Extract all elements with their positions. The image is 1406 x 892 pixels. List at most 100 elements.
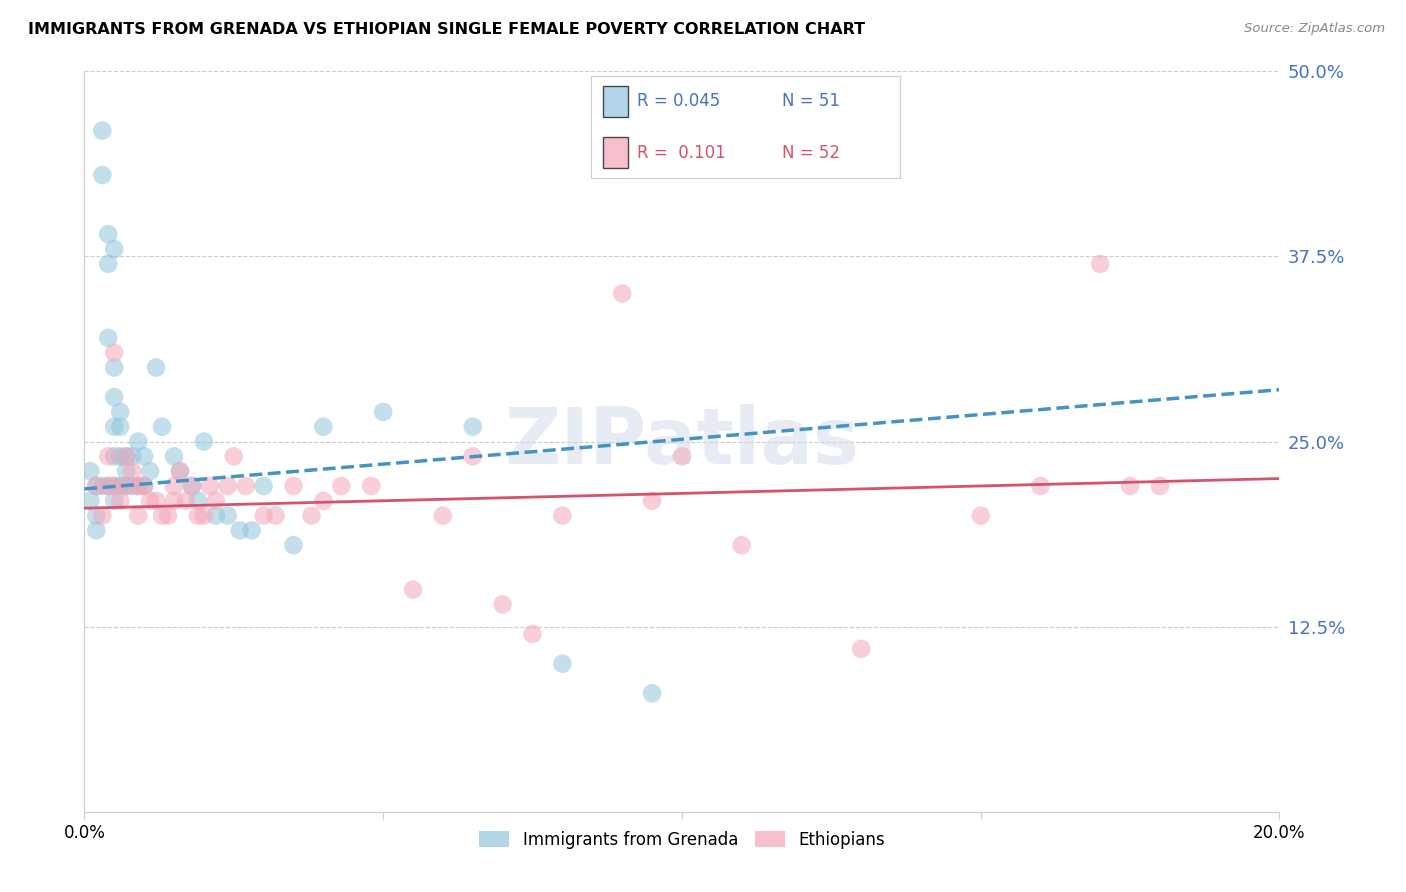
Point (163, 479, 186, 493)
Point (253, 508, 276, 523)
Point (492, 598, 515, 612)
Point (139, 464, 162, 478)
Point (86, 479, 108, 493)
Point (145, 493, 167, 508)
Point (174, 493, 197, 508)
Point (301, 508, 323, 523)
Point (1119, 479, 1142, 493)
Point (121, 479, 143, 493)
Point (132, 450, 156, 464)
Point (283, 479, 305, 493)
Text: R =  0.101: R = 0.101 (637, 144, 725, 161)
Point (1090, 257, 1112, 271)
Point (110, 405, 132, 419)
Point (283, 538, 305, 552)
Point (222, 450, 245, 464)
Point (127, 479, 149, 493)
Point (103, 242, 125, 256)
Point (1029, 479, 1052, 493)
Point (115, 450, 138, 464)
Point (103, 450, 125, 464)
Point (641, 493, 664, 508)
Point (110, 479, 132, 493)
Point (115, 464, 138, 478)
FancyBboxPatch shape (603, 87, 627, 117)
Point (612, 286, 634, 301)
Point (312, 493, 335, 508)
Point (97, 257, 120, 271)
Text: N = 51: N = 51 (782, 93, 841, 111)
Point (253, 479, 276, 493)
FancyBboxPatch shape (603, 137, 627, 168)
Point (264, 508, 287, 523)
Point (150, 419, 173, 434)
Point (551, 508, 574, 523)
Point (181, 479, 204, 493)
Point (97, 331, 120, 345)
Point (121, 450, 143, 464)
Point (240, 524, 263, 538)
Point (127, 508, 149, 523)
Point (157, 508, 180, 523)
Point (169, 464, 191, 478)
Point (103, 479, 125, 493)
Point (360, 479, 382, 493)
Point (132, 479, 156, 493)
Point (91, 479, 114, 493)
Point (461, 450, 484, 464)
Point (110, 419, 132, 434)
Point (103, 360, 125, 375)
Point (198, 479, 221, 493)
Point (163, 450, 186, 464)
Point (235, 479, 257, 493)
Point (103, 479, 125, 493)
Point (86, 508, 108, 523)
Point (731, 538, 754, 552)
Point (91, 123, 114, 137)
Text: R = 0.045: R = 0.045 (637, 93, 720, 111)
Text: ZIPatlas: ZIPatlas (505, 403, 859, 480)
Point (103, 345, 125, 359)
Point (127, 479, 149, 493)
Point (522, 627, 544, 641)
Point (150, 508, 173, 523)
Point (217, 479, 239, 493)
Point (217, 508, 239, 523)
Point (461, 419, 484, 434)
Point (551, 657, 574, 671)
Point (115, 479, 138, 493)
Point (181, 479, 204, 493)
Point (1149, 479, 1171, 493)
Point (132, 479, 156, 493)
Text: N = 52: N = 52 (782, 144, 841, 161)
Point (145, 360, 167, 375)
Point (79, 493, 101, 508)
Point (97, 479, 120, 493)
Point (205, 508, 228, 523)
Point (169, 464, 191, 478)
Text: IMMIGRANTS FROM GRENADA VS ETHIOPIAN SINGLE FEMALE POVERTY CORRELATION CHART: IMMIGRANTS FROM GRENADA VS ETHIOPIAN SIN… (28, 22, 865, 37)
Point (103, 390, 125, 404)
Point (671, 450, 693, 464)
Point (91, 508, 114, 523)
Point (970, 508, 993, 523)
Point (79, 464, 101, 478)
Point (110, 450, 132, 464)
Point (402, 582, 425, 597)
Point (312, 419, 335, 434)
Point (97, 450, 120, 464)
Point (432, 508, 454, 523)
Point (115, 479, 138, 493)
Point (127, 434, 149, 449)
Point (86, 479, 108, 493)
Point (373, 405, 395, 419)
Point (110, 493, 132, 508)
Point (121, 464, 143, 478)
Point (205, 493, 228, 508)
Point (187, 508, 209, 523)
Point (330, 479, 353, 493)
Point (187, 493, 209, 508)
Point (103, 493, 125, 508)
Point (228, 524, 252, 538)
Point (851, 641, 873, 656)
